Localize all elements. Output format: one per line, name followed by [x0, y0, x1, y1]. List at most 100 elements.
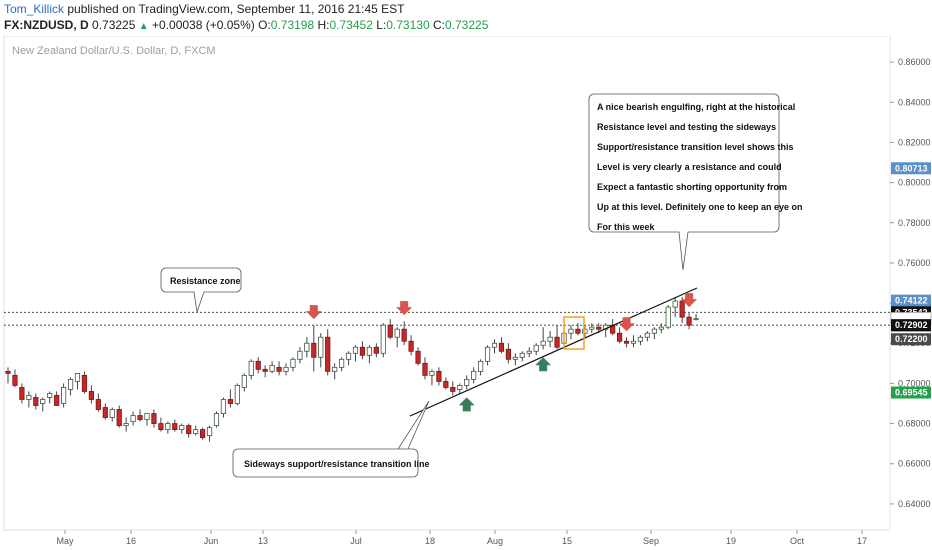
candle-body: [630, 340, 637, 344]
candle-body: [387, 324, 393, 338]
candle-body: [255, 360, 261, 370]
signal-arrows: [305, 293, 698, 412]
candle-body: [443, 380, 449, 388]
y-tick-label: 0.70000: [898, 378, 931, 388]
price-badge: [891, 294, 931, 307]
candle-body: [491, 342, 498, 348]
candle-body: [95, 399, 101, 410]
x-tick-label: 13: [258, 536, 268, 546]
published-text: published on TradingView.com, September …: [67, 2, 405, 16]
candle-body: [325, 336, 331, 372]
x-tick-label: Jun: [204, 536, 219, 546]
candle-body: [67, 378, 74, 390]
x-tick-label: Oct: [790, 536, 805, 546]
candle-body: [623, 340, 630, 344]
candle-body: [505, 348, 512, 360]
y-tick-label: 0.66000: [898, 459, 931, 469]
note-line-7: For this week: [597, 222, 656, 232]
ohlc-line: FX:NZDUSD, D 0.73225 ▲ +0.00038 (+0.05%)…: [4, 18, 488, 32]
down-arrow-icon: [618, 317, 635, 332]
trend-line[interactable]: [409, 287, 698, 417]
candles: [5, 297, 699, 442]
candle-body: [123, 423, 129, 426]
y-tick-label: 0.78000: [898, 218, 931, 228]
candle-body: [533, 344, 539, 352]
candle-body: [172, 423, 178, 430]
candle-body: [332, 366, 338, 372]
candle-body: [109, 409, 115, 418]
candle-body: [693, 318, 699, 321]
candle-body: [40, 399, 46, 404]
price-chart[interactable]: New Zealand Dollar/U.S. Dollar, D, FXCM …: [0, 36, 932, 550]
candle-body: [297, 350, 303, 360]
candle-body: [74, 372, 81, 382]
y-axis: 0.86000 0.84000 0.82000 0.80000 0.78000 0.760…: [890, 57, 931, 509]
candle-body: [540, 340, 546, 346]
x-tick-label: May: [56, 536, 74, 546]
candle-body: [665, 306, 671, 328]
transition-line-callout[interactable]: Sideways support/resistance transition l…: [232, 400, 430, 478]
candle-body: [401, 328, 407, 342]
price-badges: 0.728800.807130.722000.741220.735420.732…: [890, 162, 932, 399]
candle-body: [575, 328, 581, 334]
x-tick-label: Aug: [487, 536, 503, 546]
down-arrow-icon: [396, 301, 413, 316]
candle-body: [519, 352, 525, 358]
price-badge-label: 0.72200: [895, 334, 928, 344]
candle-body: [102, 407, 108, 418]
candle-body: [234, 385, 240, 404]
candle-body: [213, 413, 220, 426]
author-link[interactable]: Tom_Killick: [4, 2, 65, 16]
candle-body: [352, 346, 359, 354]
candle-body: [137, 415, 143, 420]
y-tick-label: 0.84000: [898, 97, 931, 107]
candle-body: [5, 370, 11, 374]
price-badge-label: 0.73225: [895, 314, 928, 324]
note-line-6: Up at this level. Definitely one to keep…: [597, 202, 803, 212]
candle-body: [359, 346, 366, 356]
candle-body: [81, 374, 88, 392]
open-label: O:: [258, 18, 271, 32]
candle-body: [61, 387, 67, 404]
candle-body: [498, 342, 505, 352]
candle-body: [283, 366, 289, 372]
engulfing-highlight-box[interactable]: [563, 316, 585, 350]
candle-body: [345, 352, 352, 360]
resistance-zone-callout[interactable]: Resistance zone: [160, 267, 242, 313]
y-tick-label: 0.80000: [898, 178, 931, 188]
candle-body: [429, 370, 435, 376]
analysis-note-callout[interactable]: A nice bearish engulfing, right at the h…: [588, 93, 803, 271]
candle-body: [637, 336, 644, 342]
price-badge-label: 0.72902: [895, 320, 928, 330]
note-line-2: Resistance level and testing the sideway…: [597, 122, 776, 132]
candle-body: [464, 378, 470, 386]
resistance-zone-label: Resistance zone: [170, 276, 241, 286]
price-badge: [891, 386, 931, 399]
candle-body: [394, 328, 400, 338]
y-tick-label: 0.64000: [898, 499, 931, 509]
y-tick-label: 0.86000: [898, 57, 931, 67]
candle-body: [554, 336, 560, 348]
candle-body: [318, 336, 324, 358]
candle-body: [130, 415, 136, 422]
candle-body: [617, 332, 623, 342]
note-line-1: A nice bearish engulfing, right at the h…: [597, 102, 795, 112]
x-tick-label: Sep: [643, 536, 659, 546]
candle-body: [644, 332, 651, 338]
note-line-3: Support/resistance transition level show…: [597, 142, 794, 152]
x-tick-label: 16: [126, 536, 136, 546]
candle-body: [366, 346, 373, 356]
candle-body: [373, 346, 379, 354]
candle-body: [686, 316, 692, 326]
candle-body: [227, 399, 233, 404]
up-arrow-icon: [458, 397, 475, 412]
open-value: 0.73198: [270, 18, 315, 32]
up-arrow-icon: ▲: [138, 21, 149, 32]
low-label: L:: [376, 18, 387, 32]
candle-body: [47, 393, 53, 398]
price-badge-label: 0.80713: [895, 163, 928, 173]
y-tick-label: 0.68000: [898, 419, 931, 429]
x-tick-label: Jul: [350, 536, 362, 546]
candle-body: [582, 328, 588, 334]
candle-body: [269, 364, 275, 372]
